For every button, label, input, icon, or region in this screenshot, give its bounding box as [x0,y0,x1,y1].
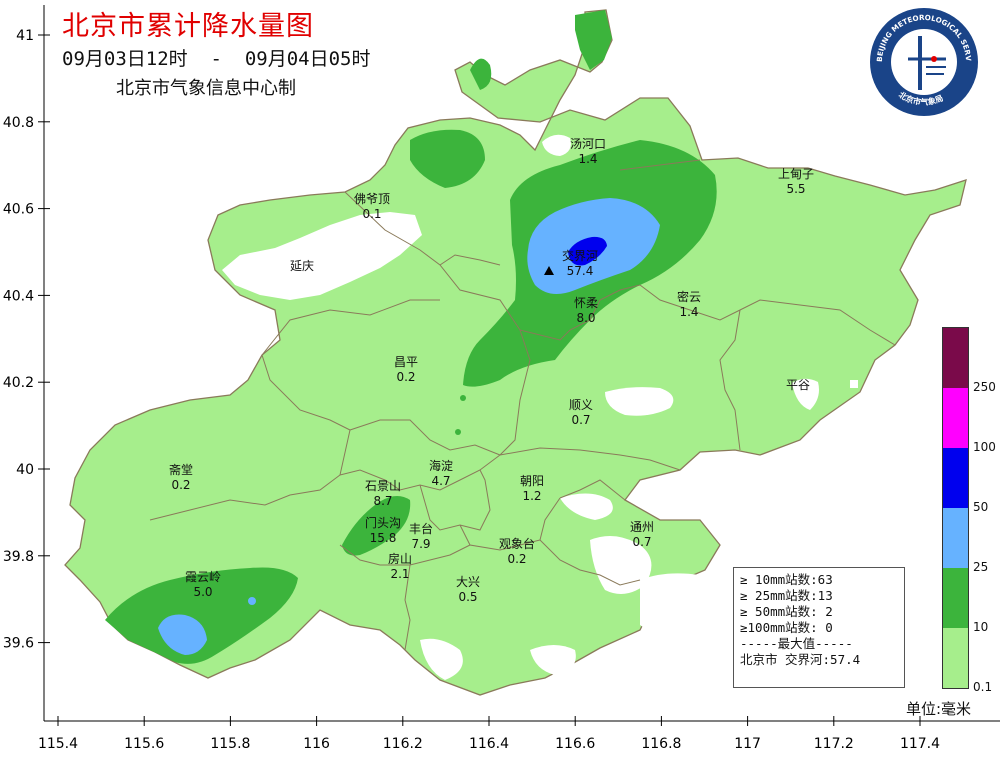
station-value: 4.7 [431,474,450,488]
legend-color-swatch [943,628,968,688]
y-tick-label: 40 [16,462,34,478]
x-tick-label: 115.4 [38,736,78,752]
station-name: 上甸子 [778,167,814,181]
time-period: 09月03日12时 - 09月04日05时 [62,48,371,70]
district-borders [149,159,896,651]
station-name: 石景山 [365,479,401,493]
station-name: 平谷 [786,378,810,392]
legend-color-swatch [943,568,968,628]
station-name: 通州 [630,520,654,534]
stats-max-value: 北京市 交界河:57.4 [740,652,861,667]
station-value: 5.0 [193,585,212,599]
stats-100mm: ≥100mm站数: 0 [740,620,833,635]
x-tick-label: 115.8 [210,736,250,752]
station-value: 8.7 [373,494,392,508]
legend-label: 0.1 [973,680,993,694]
station-name: 大兴 [456,575,480,589]
x-tick-label: 116 [303,736,330,752]
y-tick-label: 39.8 [3,549,34,565]
station-value: 5.5 [786,182,805,196]
x-tick-label: 116.2 [383,736,423,752]
axes [43,5,1000,722]
x-tick-label: 116.8 [641,736,681,752]
x-tick-label: 115.6 [124,736,164,752]
station-name: 交界河 [562,248,598,263]
y-tick-label: 40.4 [3,288,34,304]
station-name: 怀柔 [574,296,598,310]
station-value: 0.2 [171,478,190,492]
legend-label: 50 [973,500,989,514]
station-name: 海淀 [429,458,453,473]
map-title: 北京市累计降水量图 [62,11,314,42]
station-name: 佛爷顶 [354,192,390,206]
x-tick-label: 117.2 [814,736,854,752]
x-tick-label: 116.6 [555,736,595,752]
station-name: 延庆 [290,259,314,273]
stats-50mm: ≥ 50mm站数: 2 [740,604,833,619]
y-tick-label: 40.2 [3,375,34,391]
station-name: 密云 [677,289,701,304]
station-value: 0.2 [507,552,526,566]
x-tick-label: 117 [734,736,761,752]
legend-color-swatch [943,388,968,448]
station-value: 2.1 [390,567,409,581]
station-value: 15.8 [370,531,397,545]
station-name: 观象台 [499,536,535,551]
station-value: 57.4 [567,264,594,278]
station-name: 昌平 [394,355,418,369]
producer-credit: 北京市气象信息中心制 [116,78,296,99]
stats-25mm: ≥ 25mm站数:13 [740,588,833,603]
station-value: 0.2 [396,370,415,384]
color-legend-bar [942,327,969,689]
x-axis-ticks: 115.4 115.6 115.8 116 116.2 116.4 116.6 116.8 11… [38,716,940,752]
legend-color-swatch [943,328,968,388]
station-value: 8.0 [576,311,595,325]
bms-logo: BEIJING METEOROLOGICAL SERVICE 北京市气象局 [868,4,978,116]
station-name: 房山 [388,551,412,566]
stats-10mm: ≥ 10mm站数:63 [740,572,833,587]
legend-color-swatch [943,508,968,568]
station-name: 顺义 [569,398,593,412]
y-tick-label: 39.6 [3,636,34,652]
legend-label: 100 [973,440,996,454]
max-station-marker [544,266,554,275]
y-axis-ticks: 41 40.8 40.6 40.4 40.2 40 39.8 39.6 [3,28,50,652]
y-tick-label: 40.8 [3,115,34,131]
rain-50-100mm-area [568,236,607,266]
station-value: 1.4 [578,152,597,166]
y-tick-label: 41 [16,28,34,44]
station-labels: 汤河口1.4佛爷顶0.1上甸子5.5延庆交界河57.4怀柔8.0密云1.4昌平0… [169,137,814,604]
station-value: 0.7 [632,535,651,549]
station-value: 1.4 [679,305,698,319]
legend-label: 250 [973,380,996,394]
unit-label: 单位:毫米 [906,700,972,718]
station-name: 霞云岭 [185,570,221,584]
x-tick-label: 117.4 [900,736,940,752]
y-tick-label: 40.6 [3,202,34,218]
station-name: 门头沟 [365,515,401,530]
station-name: 朝阳 [520,474,544,488]
no-rain-areas [222,134,858,680]
legend-color-swatch [943,448,968,508]
station-name: 丰台 [409,521,433,536]
x-tick-label: 116.4 [469,736,509,752]
station-value: 1.2 [522,489,541,503]
legend-label: 25 [973,560,989,574]
station-name: 汤河口 [570,137,606,151]
station-value: 0.1 [362,207,381,221]
stats-max-header: -----最大值----- [740,636,853,651]
legend-label: 10 [973,620,989,634]
station-name: 斋堂 [169,462,193,477]
station-stats-box: ≥ 10mm站数:63 ≥ 25mm站数:13 ≥ 50mm站数: 2 ≥100… [733,567,905,688]
station-value: 0.5 [458,590,477,604]
station-value: 0.7 [571,413,590,427]
station-value: 7.9 [411,537,430,551]
